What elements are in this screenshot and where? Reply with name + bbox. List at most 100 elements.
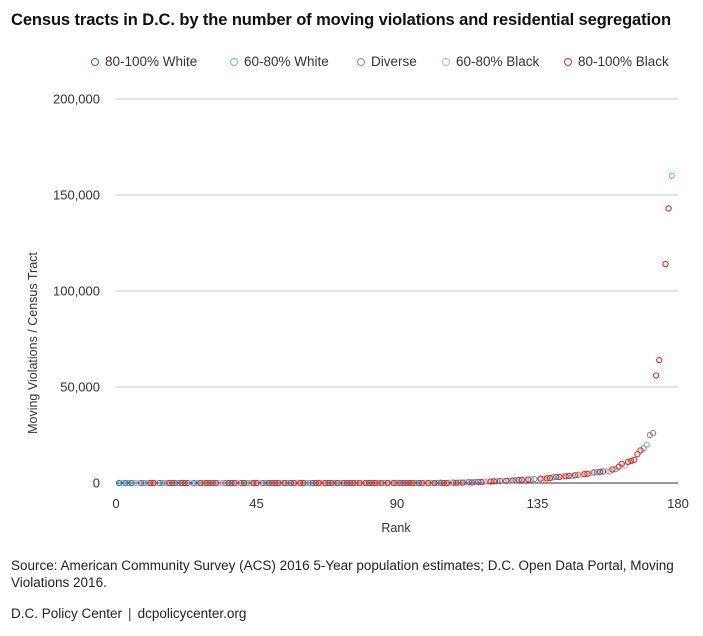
data-point: [153, 479, 160, 487]
data-point: [596, 468, 604, 476]
data-point: [484, 478, 491, 485]
data-point: [209, 479, 216, 487]
data-point: [281, 479, 288, 487]
data-point: [322, 479, 329, 487]
data-point: [390, 479, 398, 487]
data-point: [190, 479, 198, 487]
data-point: [593, 469, 600, 476]
footer-separator: |: [128, 606, 132, 621]
data-point: [456, 479, 463, 486]
data-point: [381, 479, 388, 487]
data-point: [621, 462, 629, 469]
data-point: [631, 456, 638, 464]
data-point: [228, 479, 235, 487]
y-axis-label: Moving Violations / Census Tract: [26, 252, 40, 434]
data-point: [496, 477, 504, 485]
data-point: [459, 479, 466, 486]
y-tick-label: 50,000: [60, 380, 100, 395]
data-point: [272, 479, 279, 487]
data-point: [187, 479, 195, 487]
data-point: [200, 479, 207, 487]
data-point: [359, 479, 366, 487]
data-point: [147, 479, 154, 487]
data-point: [509, 477, 516, 484]
data-point: [568, 472, 575, 480]
y-tick-label: 100,000: [53, 284, 100, 299]
data-point: [125, 479, 132, 487]
data-point: [371, 479, 379, 487]
data-point: [446, 479, 454, 486]
data-point: [287, 479, 294, 487]
data-point: [131, 479, 138, 487]
data-point: [540, 475, 547, 482]
data-point: [571, 472, 579, 479]
data-point: [403, 479, 410, 487]
data-point: [462, 479, 469, 486]
data-point: [562, 473, 569, 480]
data-point: [234, 479, 241, 487]
data-point: [465, 479, 472, 486]
data-point: [440, 479, 447, 487]
data-point: [559, 473, 566, 480]
data-point: [115, 479, 123, 487]
data-point: [162, 479, 170, 487]
data-point: [478, 478, 485, 486]
data-point: [493, 478, 501, 485]
data-point: [134, 479, 142, 487]
data-point: [240, 479, 248, 487]
data-point: [637, 447, 644, 454]
footer-org: D.C. Policy Center: [11, 606, 123, 621]
data-point: [237, 479, 245, 487]
data-point: [584, 470, 591, 477]
x-tick-label: 0: [112, 496, 119, 511]
legend-label-80-100-black: 80-100% Black: [578, 54, 669, 69]
data-point: [262, 479, 270, 487]
legend-item-80-100-white: 80-100% White: [91, 54, 197, 69]
data-point: [268, 479, 276, 487]
data-point: [156, 479, 163, 487]
data-point: [181, 479, 188, 487]
x-tick-label: 90: [390, 496, 404, 511]
legend-item-60-80-black: 60-80% Black: [442, 54, 539, 69]
data-point: [434, 479, 441, 487]
data-point: [384, 479, 391, 487]
data-point: [225, 479, 232, 487]
data-point: [178, 479, 185, 487]
data-point: [549, 474, 557, 481]
data-point: [315, 479, 323, 487]
data-point: [278, 479, 285, 487]
x-axis-label: Rank: [381, 521, 411, 535]
data-point: [203, 479, 210, 487]
data-point: [393, 479, 401, 487]
data-point: [362, 479, 369, 487]
footer-url: dcpolicycenter.org: [137, 606, 247, 621]
data-point: [212, 479, 220, 487]
legend: 80-100% White 60-80% White Diverse 60-80…: [0, 54, 703, 74]
data-point: [618, 460, 625, 467]
data-point: [624, 458, 632, 466]
data-point: [159, 479, 166, 487]
data-point: [165, 479, 173, 487]
data-point: [365, 479, 373, 487]
data-point: [581, 471, 588, 478]
data-point: [306, 479, 313, 487]
data-point: [431, 479, 438, 487]
data-point: [256, 479, 263, 487]
data-point: [128, 479, 135, 487]
data-point: [396, 479, 404, 487]
data-point: [265, 479, 273, 487]
legend-label-60-80-black: 60-80% Black: [456, 54, 540, 69]
data-point: [325, 479, 332, 487]
data-point: [531, 475, 538, 483]
legend-marker-80-100-black: [564, 57, 572, 66]
data-point: [337, 479, 344, 487]
data-point: [219, 479, 226, 487]
data-point: [565, 472, 572, 480]
data-point: [194, 479, 201, 487]
data-point: [303, 479, 310, 487]
legend-item-diverse: Diverse: [357, 54, 417, 69]
x-tick-label: 45: [249, 496, 263, 511]
data-point: [328, 479, 335, 487]
data-point: [418, 479, 426, 487]
data-point: [250, 479, 257, 487]
